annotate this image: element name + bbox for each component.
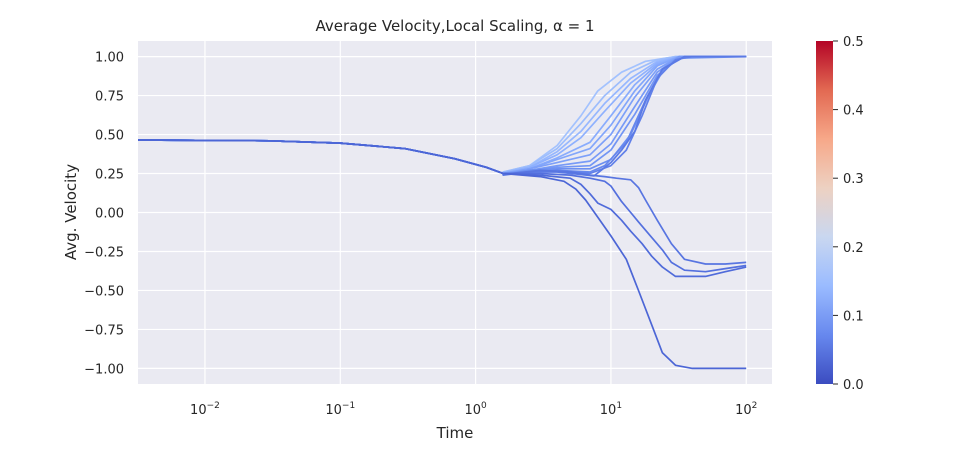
colorbar-tick-label: 0.0	[843, 378, 864, 393]
y-tick-label: −1.00	[84, 362, 124, 377]
colorbar-tick-label: 0.2	[843, 241, 864, 256]
x-tick-label: 101	[600, 401, 622, 418]
series-lines	[138, 55, 747, 370]
x-tick-label: 102	[735, 401, 757, 418]
x-tick-label: 100	[464, 401, 487, 418]
x-axis-label: Time	[436, 424, 474, 442]
x-tick-label: 10−2	[190, 401, 220, 418]
x-tick-labels: 10−2 10−1 100 101 102	[190, 401, 757, 418]
y-tick-label: −0.25	[84, 245, 124, 260]
grid	[138, 41, 772, 384]
x-tick-label: 10−1	[325, 401, 355, 418]
colorbar	[816, 41, 833, 384]
colorbar-tick-label: 0.1	[843, 309, 864, 324]
y-tick-labels: 1.00 0.75 0.50 0.25 0.00 −0.25 −0.50 −0.75 −1.00	[84, 51, 124, 378]
colorbar-tick-labels: 0.0 0.1 0.2 0.3 0.4 0.5	[833, 35, 864, 393]
y-tick-label: 0.25	[95, 168, 124, 183]
y-axis-label: Avg. Velocity	[62, 164, 80, 260]
chart-title: Average Velocity,Local Scaling, α = 1	[315, 17, 594, 35]
series-line	[138, 139, 747, 370]
y-tick-label: 0.50	[95, 129, 124, 144]
y-tick-label: −0.50	[84, 284, 124, 299]
colorbar-tick-label: 0.4	[843, 104, 864, 119]
y-tick-label: 0.75	[95, 90, 124, 105]
y-tick-label: 0.00	[95, 207, 124, 222]
colorbar-tick-label: 0.5	[843, 35, 864, 50]
y-tick-label: −0.75	[84, 323, 124, 338]
colorbar-tick-label: 0.3	[843, 172, 864, 187]
y-tick-label: 1.00	[95, 51, 124, 66]
